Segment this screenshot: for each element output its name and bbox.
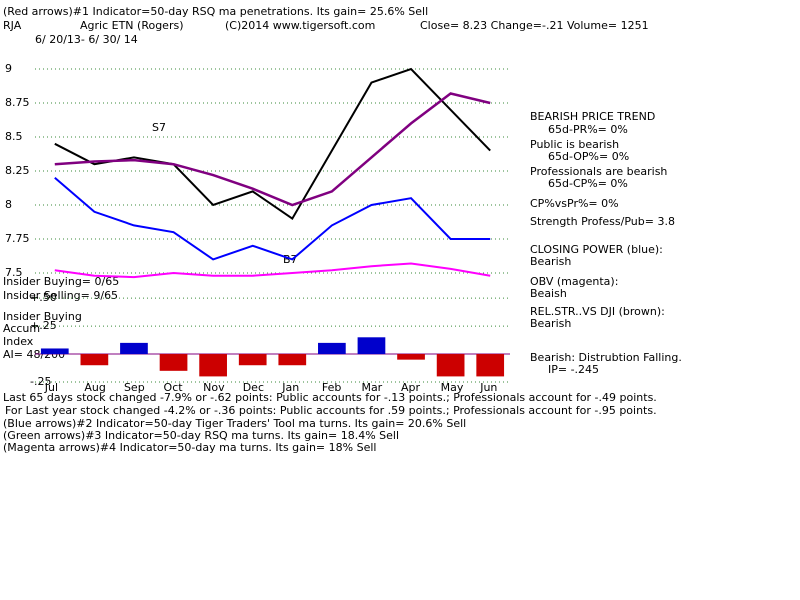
annotation: (Blue arrows)#2 Indicator=50-day Tiger T… xyxy=(3,417,466,430)
bar xyxy=(159,354,188,371)
bar xyxy=(318,342,346,355)
series-line xyxy=(54,262,491,279)
annotation: Bearish xyxy=(530,317,571,330)
bar xyxy=(436,354,465,377)
x-tick-label: Apr xyxy=(401,381,421,394)
series-line xyxy=(54,92,491,207)
annotation: S7 xyxy=(152,121,166,134)
bar xyxy=(40,348,69,355)
bar xyxy=(476,354,505,377)
annotation: Insider Selling= 9/65 xyxy=(3,289,118,302)
bar xyxy=(397,354,425,360)
y-tick-label: 9 xyxy=(5,62,12,75)
bar xyxy=(238,354,267,366)
x-tick-label: Jan xyxy=(281,381,299,394)
annotation: Professionals are bearish xyxy=(530,165,667,178)
x-tick-label: Oct xyxy=(164,381,184,394)
bar xyxy=(199,354,227,377)
series-line xyxy=(54,67,491,221)
annotation: Public is bearish xyxy=(530,138,619,151)
x-tick-label: Aug xyxy=(84,381,105,394)
annotation: BEARISH PRICE TREND xyxy=(530,110,655,123)
annotation: Index xyxy=(3,335,34,348)
annotation: CP%vsPr%= 0% xyxy=(530,197,619,210)
annotation: 6/ 20/13- 6/ 30/ 14 xyxy=(35,33,138,46)
x-tick-label: Jun xyxy=(479,381,497,394)
bar xyxy=(357,337,386,355)
annotation: Agric ETN (Rogers) xyxy=(80,19,184,32)
x-tick-label: May xyxy=(441,381,464,394)
annotation: 65d-CP%= 0% xyxy=(548,177,628,190)
annotation: 65d-OP%= 0% xyxy=(548,150,629,163)
annotation: OBV (magenta): xyxy=(530,275,618,288)
annotation: Last 65 days stock changed -7.9% or -.62… xyxy=(3,391,657,404)
annotation: Strength Profess/Pub= 3.8 xyxy=(530,215,675,228)
annotation: Bearish xyxy=(530,255,571,268)
y-tick-label: 8.25 xyxy=(5,164,30,177)
bar xyxy=(80,354,109,366)
annotation: RJA xyxy=(3,19,22,32)
y-tick-label: 7.5 xyxy=(5,266,23,279)
x-tick-label: Nov xyxy=(203,381,225,394)
y-tick-label: 8.5 xyxy=(5,130,23,143)
annotation: (Magenta arrows)#4 Indicator=50-day ma t… xyxy=(3,441,376,454)
y-tick-label: 7.75 xyxy=(5,232,30,245)
annotation: Bearish: Distrubtion Falling. xyxy=(530,351,682,364)
x-tick-label: Feb xyxy=(322,381,341,394)
annotation: IP= -.245 xyxy=(548,363,599,376)
annotation: (Red arrows)#1 Indicator=50-day RSQ ma p… xyxy=(3,5,428,18)
annotation: CLOSING POWER (blue): xyxy=(530,243,663,256)
annotation: REL.STR..VS DJI (brown): xyxy=(530,305,665,318)
annotation: Beaish xyxy=(530,287,567,300)
annotation: Insider Buying= 0/65 xyxy=(3,275,119,288)
annotation: Insider Buying xyxy=(3,310,82,323)
annotation: (Green arrows)#3 Indicator=50-day RSQ ma… xyxy=(3,429,399,442)
bar xyxy=(278,354,307,366)
x-tick-label: Mar xyxy=(361,381,382,394)
series-line xyxy=(54,177,491,261)
y-tick-label: 8.75 xyxy=(5,96,30,109)
annotation: For Last year stock changed -4.2% or -.3… xyxy=(5,404,657,417)
x-tick-label: Jul xyxy=(44,381,58,394)
annotation: (C)2014 www.tigersoft.com xyxy=(225,19,375,32)
x-tick-label: Sep xyxy=(124,381,145,394)
annotation: Close= 8.23 Change=-.21 Volume= 1251 xyxy=(420,19,649,32)
y-tick-label: 8 xyxy=(5,198,12,211)
bar xyxy=(120,342,148,355)
x-tick-label: Dec xyxy=(243,381,264,394)
y-tick-label: -.25 xyxy=(30,375,51,388)
annotation: Accum xyxy=(3,322,40,335)
annotation: 65d-PR%= 0% xyxy=(548,123,628,136)
